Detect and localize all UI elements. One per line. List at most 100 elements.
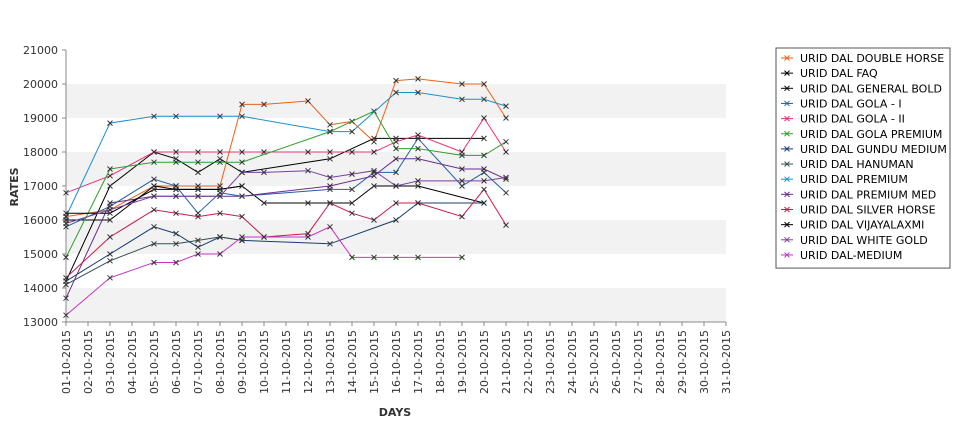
data-point (173, 149, 179, 155)
legend-item: URID DAL WHITE GOLD (781, 234, 928, 247)
legend-marker (784, 176, 790, 183)
legend-label: URID DAL GUNDU MEDIUM (800, 143, 947, 156)
data-point (63, 220, 69, 227)
data-point (107, 234, 113, 240)
x-tick-label: 18-10-2015 (434, 330, 447, 394)
data-point (459, 213, 465, 220)
data-point (459, 81, 465, 87)
data-point (327, 200, 333, 206)
data-point (415, 183, 421, 189)
legend-item: URID DAL GOLA - I (781, 97, 902, 110)
data-point (261, 169, 267, 176)
y-tick-label: 14000 (23, 282, 58, 295)
data-point (217, 251, 223, 257)
legend-item: URID DAL FAQ (781, 67, 878, 80)
legend-marker (784, 100, 790, 107)
legend-item: URID DAL GOLA - II (781, 113, 905, 126)
legend-label: URID DAL PREMIUM (800, 173, 908, 186)
data-point (415, 200, 421, 206)
data-point (239, 234, 245, 240)
data-point (371, 172, 377, 179)
data-point (151, 176, 157, 183)
data-point (151, 259, 157, 266)
y-tick-label: 13000 (23, 316, 58, 329)
legend-item: URID DAL GUNDU MEDIUM (781, 143, 947, 156)
x-tick-label: 10-10-2015 (258, 330, 271, 394)
legend-marker (784, 85, 790, 92)
data-point (349, 186, 355, 193)
data-point (327, 121, 333, 128)
series-5 (63, 115, 509, 196)
data-point (305, 167, 311, 174)
data-point (107, 120, 113, 126)
data-point (393, 145, 399, 152)
data-point (481, 81, 487, 87)
x-tick-label: 31-10-2015 (720, 330, 733, 394)
data-point (195, 186, 201, 193)
data-point (107, 172, 113, 179)
data-point (239, 213, 245, 220)
x-axis: 01-10-2015 02-10-2015 03-10-2015 04-10-2015… (60, 321, 733, 394)
data-point (261, 234, 267, 240)
legend-label: URID DAL FAQ (800, 67, 878, 80)
legend-marker (784, 221, 790, 228)
data-point (349, 200, 355, 206)
grid-band (66, 84, 726, 118)
data-point (415, 76, 421, 82)
y-tick-label: 20000 (23, 78, 58, 91)
x-tick-label: 23-10-2015 (544, 330, 557, 394)
data-point (415, 254, 421, 261)
data-point (459, 96, 465, 103)
legend-label: URID DAL WHITE GOLD (800, 234, 928, 247)
data-point (459, 183, 465, 189)
data-point (349, 149, 355, 155)
data-point (327, 128, 333, 135)
data-point (371, 217, 377, 223)
legend-box (775, 47, 951, 269)
data-point (481, 135, 487, 142)
data-point (393, 183, 399, 189)
data-point (371, 254, 377, 261)
data-point (503, 115, 509, 121)
data-point (327, 155, 333, 162)
x-tick-label: 03-10-2015 (104, 330, 117, 394)
x-tick-label: 12-10-2015 (302, 330, 315, 394)
data-point (503, 174, 509, 181)
data-point (173, 240, 179, 247)
y-axis: 13000 14000 15000 16000 17000 18000 19000 20000… (23, 44, 67, 329)
data-point (195, 169, 201, 176)
data-point (393, 217, 399, 223)
x-tick-label: 01-10-2015 (60, 330, 73, 394)
data-point (173, 113, 179, 120)
data-point (151, 223, 157, 230)
data-point (305, 234, 311, 240)
data-point (305, 98, 311, 104)
data-point (217, 149, 223, 155)
x-tick-label: 05-10-2015 (148, 330, 161, 394)
data-point (305, 149, 311, 155)
legend-label: URID DAL HANUMAN (800, 158, 914, 171)
x-tick-label: 08-10-2015 (214, 330, 227, 394)
series-13 (63, 167, 509, 227)
legend-label: URID DAL-MEDIUM (800, 249, 902, 262)
data-point (217, 234, 223, 240)
legend-marker (784, 161, 790, 167)
legend-label: URID DAL VIJAYALAXMI (800, 219, 924, 232)
data-point (63, 312, 69, 319)
series-12 (63, 183, 245, 217)
x-tick-label: 25-10-2015 (588, 330, 601, 394)
legend-marker (784, 252, 790, 258)
data-point (393, 77, 399, 84)
grid-band (66, 288, 726, 322)
x-tick-label: 30-10-2015 (698, 330, 711, 394)
data-point (151, 149, 157, 155)
legend-item: URID DAL GENERAL BOLD (781, 82, 942, 95)
data-point (63, 189, 69, 196)
legend-item: URID DAL SILVER HORSE (781, 204, 936, 217)
data-point (349, 254, 355, 261)
data-point (195, 244, 201, 251)
data-point (459, 166, 465, 172)
data-point (151, 159, 157, 166)
data-point (195, 149, 201, 155)
data-point (327, 240, 333, 247)
